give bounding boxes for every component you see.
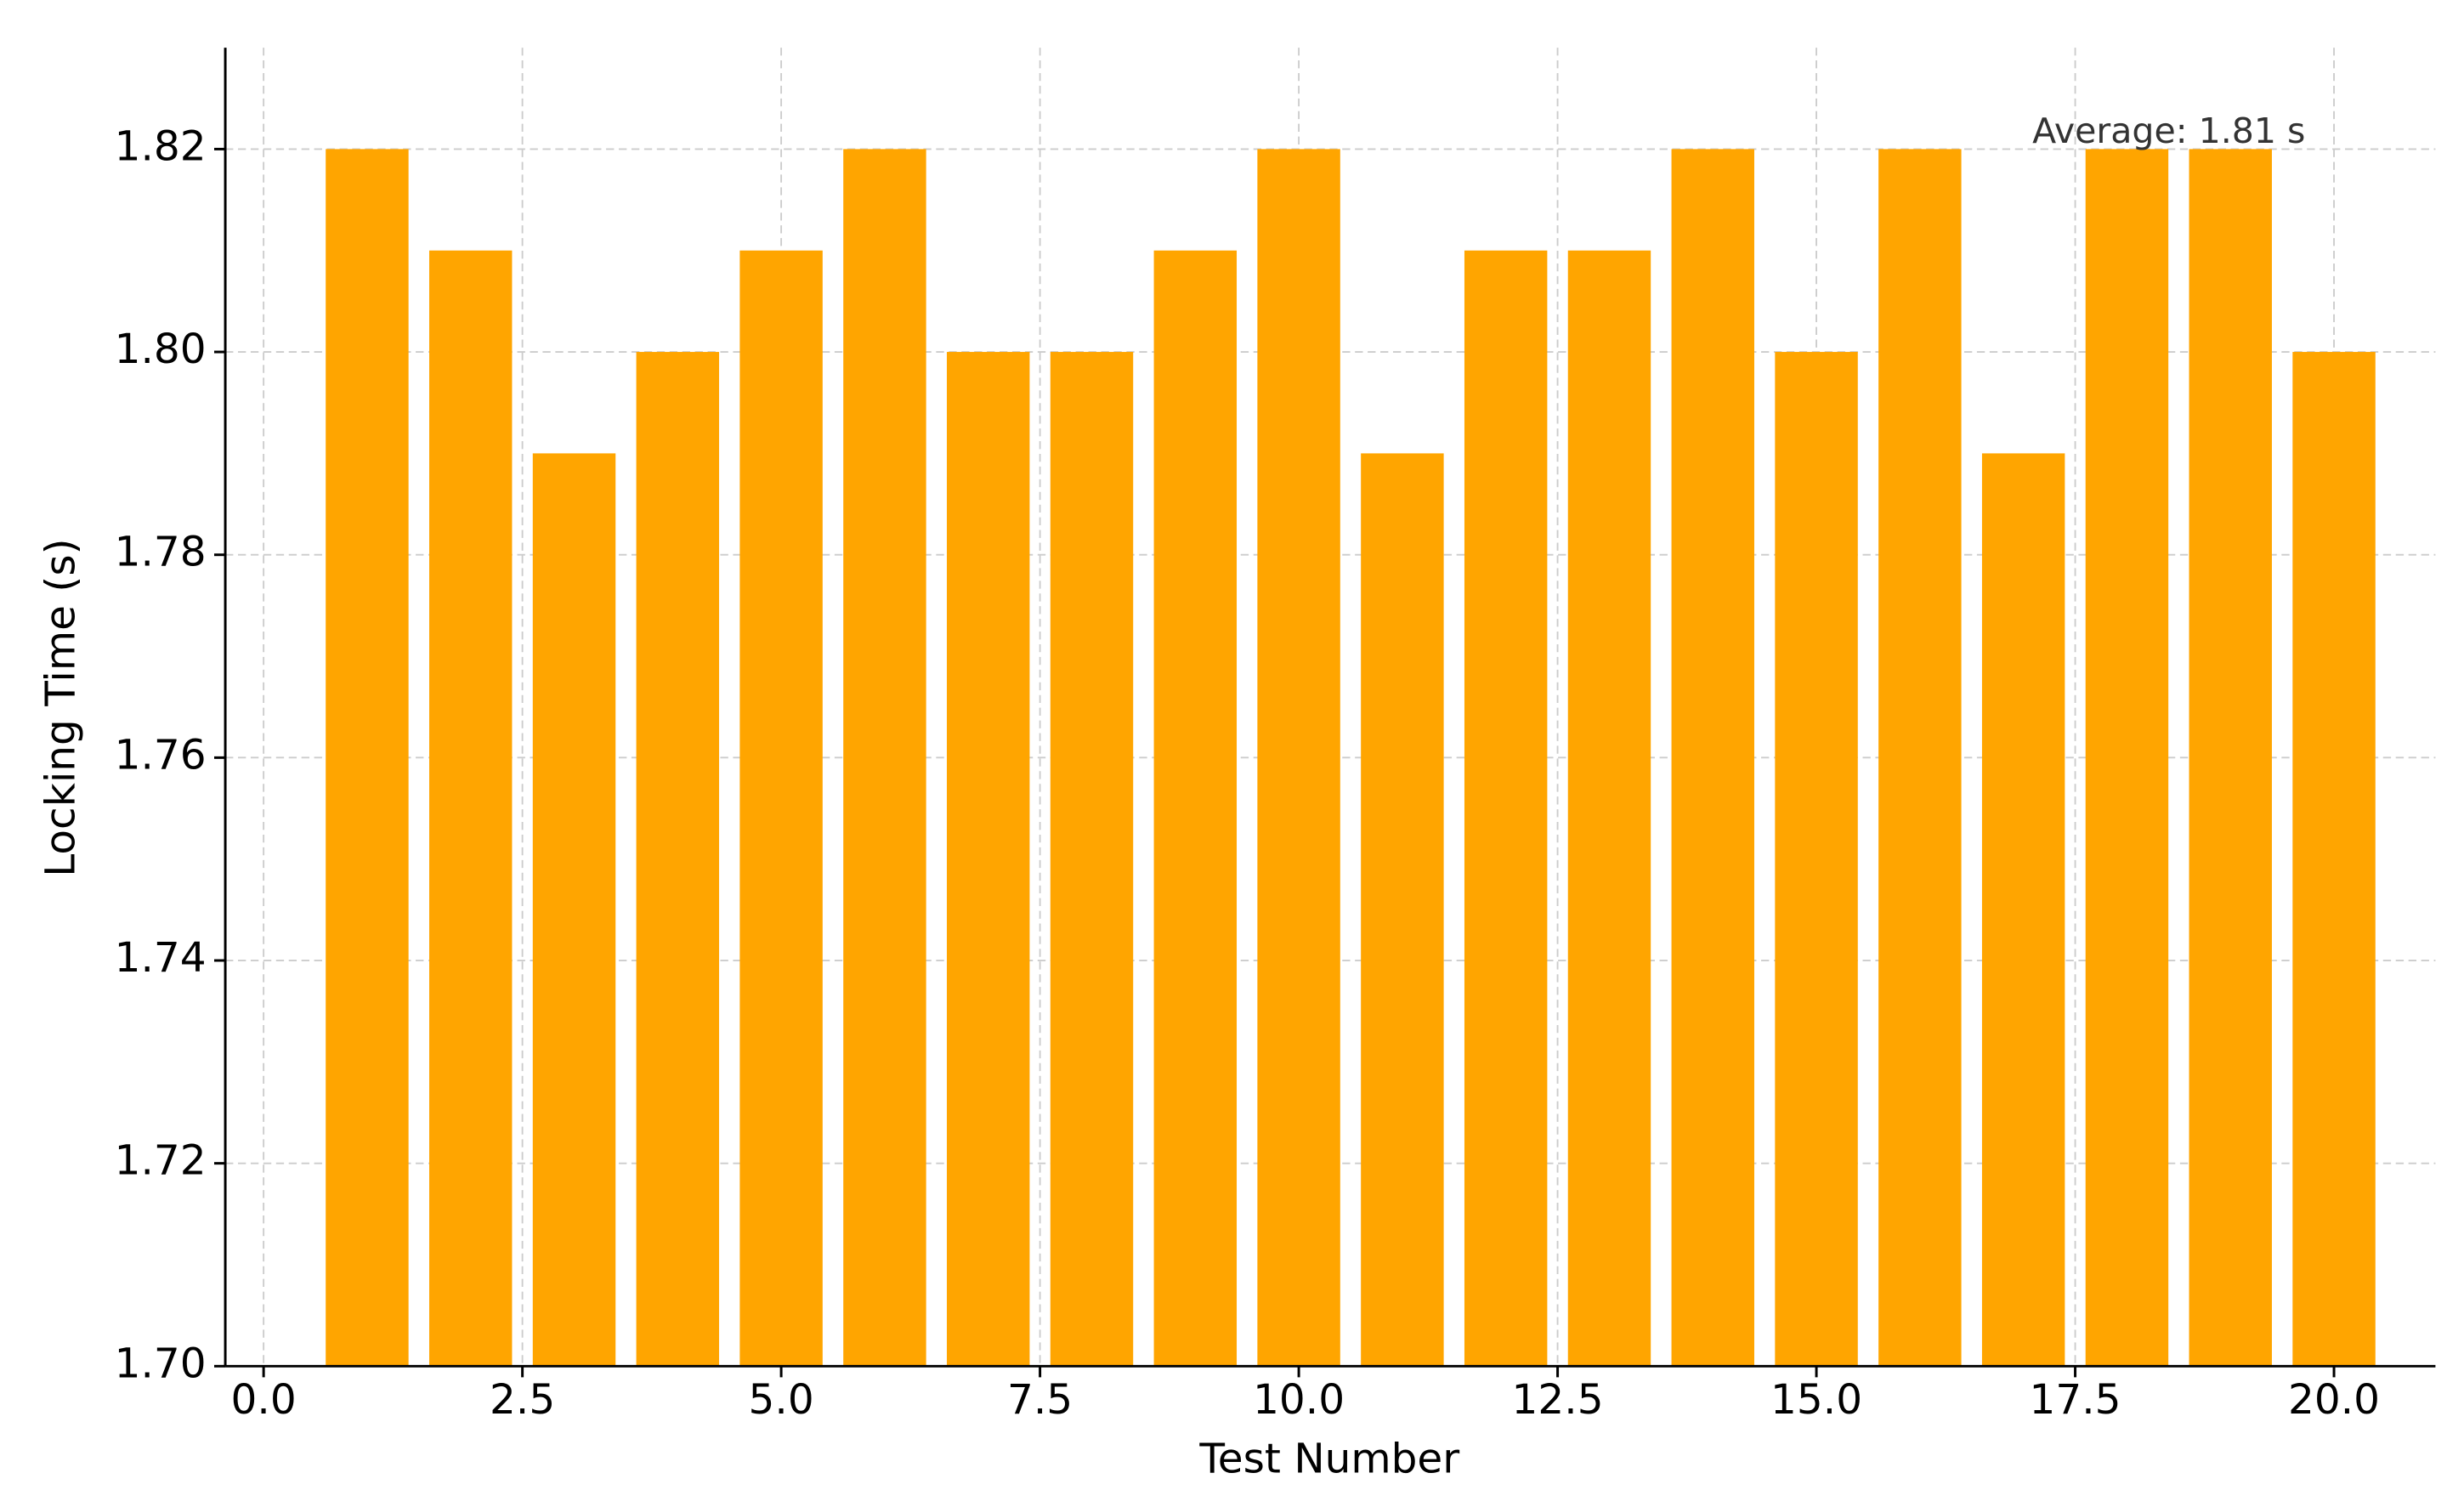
- bar: [1775, 352, 1858, 1367]
- bar: [429, 250, 513, 1367]
- x-tick-label: 12.5: [1512, 1376, 1604, 1424]
- bar: [1257, 149, 1340, 1367]
- axes: 1.70 1.72 1.74 1.76 1.78 1.80 1.82 0.0 2.5 5.0 7.5…: [115, 48, 2436, 1424]
- bar: [1981, 453, 2065, 1367]
- bar: [739, 250, 823, 1367]
- x-tick-label: 20.0: [2288, 1376, 2380, 1424]
- bar: [2292, 352, 2376, 1367]
- x-tick-label: 10.0: [1253, 1376, 1345, 1424]
- x-tick-label: 0.0: [231, 1376, 297, 1424]
- bar: [1153, 250, 1238, 1367]
- bar: [1464, 250, 1548, 1367]
- bars: [326, 149, 2376, 1367]
- x-tick-label: 17.5: [2030, 1376, 2121, 1424]
- y-tick-label: 1.74: [115, 934, 207, 982]
- y-axis-label: Locking Time (s): [37, 538, 85, 876]
- bar: [1671, 149, 1754, 1367]
- x-tick-label: 5.0: [749, 1376, 814, 1424]
- y-tick-label: 1.78: [115, 529, 207, 576]
- x-tick-label: 7.5: [1007, 1376, 1073, 1424]
- bar: [1878, 149, 1962, 1367]
- x-tick-label: 2.5: [490, 1376, 555, 1424]
- y-tick-label: 1.72: [115, 1137, 207, 1185]
- bar: [636, 352, 720, 1367]
- annotation: Average: 1.81 s: [2032, 110, 2305, 151]
- y-tick-label: 1.80: [115, 326, 207, 373]
- y-tick-label: 1.82: [115, 122, 207, 170]
- x-axis-label: Test Number: [1198, 1435, 1459, 1482]
- bar: [2085, 149, 2169, 1367]
- bar: [1567, 250, 1651, 1367]
- bar: [326, 149, 409, 1367]
- bar: [1050, 352, 1134, 1367]
- bar: [2189, 149, 2272, 1367]
- bar: [1361, 453, 1444, 1367]
- bar: [532, 453, 616, 1367]
- y-tick-label: 1.70: [115, 1340, 207, 1387]
- bar: [946, 352, 1030, 1367]
- x-tick-label: 15.0: [1770, 1376, 1862, 1424]
- bar: [843, 149, 926, 1367]
- y-tick-label: 1.76: [115, 731, 207, 779]
